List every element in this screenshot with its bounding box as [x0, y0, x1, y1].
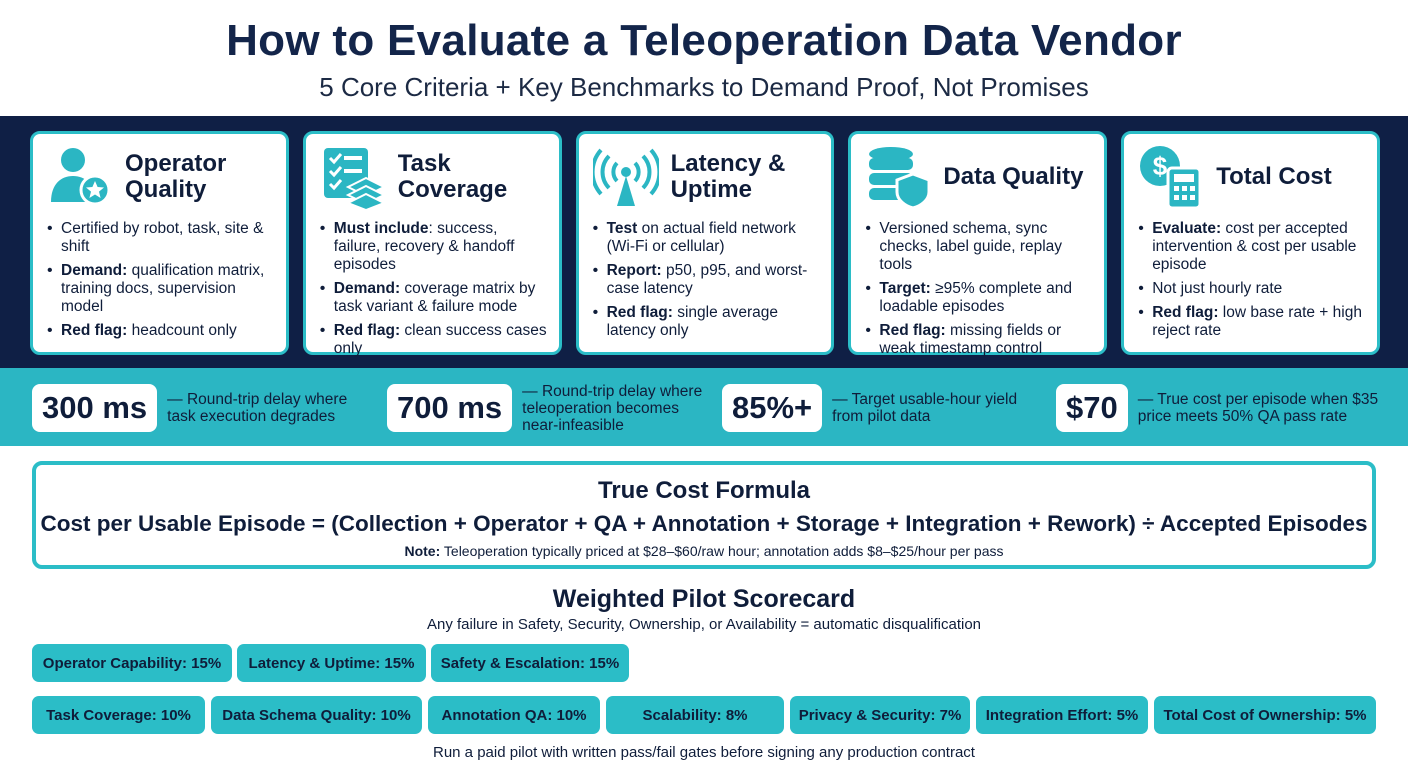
scorecard-pill: Latency & Uptime: 15% [237, 644, 426, 682]
scorecard-pill: Annotation QA: 10% [428, 696, 600, 734]
list-item: Certified by robot, task, site & shift [47, 220, 274, 256]
list-item: Red flag: headcount only [47, 322, 274, 340]
task-checklist-icon [320, 144, 386, 210]
list-item: Report: p50, p95, and worst-case latency [593, 262, 820, 298]
list-item: Red flag: missing fields or weak timesta… [865, 322, 1092, 358]
signal-tower-icon [592, 144, 659, 210]
operator-icon [47, 144, 113, 210]
formula-note: Note: Teleoperation typically priced at … [404, 543, 1004, 559]
scorecard-pill: Safety & Escalation: 15% [431, 644, 629, 682]
list-item: Red flag: clean success cases only [320, 322, 547, 358]
card-title: Latency & Uptime [670, 150, 786, 203]
list-item: Demand: qualification matrix, training d… [47, 262, 274, 316]
list-item: Demand: coverage matrix by task variant … [320, 280, 547, 316]
scorecard-subtitle: Any failure in Safety, Security, Ownersh… [426, 616, 982, 633]
list-item: Evaluate: cost per accepted intervention… [1138, 220, 1365, 274]
formula-title: True Cost Formula [597, 477, 811, 504]
card-title: Total Cost [1216, 163, 1332, 190]
benchmark-item: $70 — True cost per episode when $35 pri… [1056, 383, 1386, 433]
benchmark-desc: — Round-trip delay where task execution … [167, 391, 348, 425]
benchmark-item: 700 ms — Round-trip delay where teleoper… [387, 382, 717, 434]
benchmark-value: 300 ms [32, 384, 158, 432]
benchmark-value: $70 [1056, 384, 1128, 432]
benchmark-item: 300 ms — Round-trip delay where task exe… [32, 383, 372, 433]
benchmark-desc: — True cost per episode when $35 price m… [1137, 391, 1379, 425]
scorecard-title: Weighted Pilot Scorecard [552, 585, 856, 613]
formula-box: True Cost Formula Cost per Usable Episod… [32, 461, 1376, 569]
scorecard-pill: Total Cost of Ownership: 5% [1154, 696, 1376, 734]
scorecard-pill: Data Schema Quality: 10% [211, 696, 422, 734]
card-total-cost: $ Total Cost Evaluate: cost per accepted… [1121, 131, 1380, 355]
criteria-cards: Operator Quality Certified by robot, tas… [30, 131, 1380, 358]
scorecard-pill: Integration Effort: 5% [976, 696, 1148, 734]
benchmark-item: 85%+ — Target usable-hour yield from pil… [722, 383, 1042, 433]
benchmarks-band [0, 368, 1408, 446]
page-title: How to Evaluate a Teleoperation Data Ven… [226, 16, 1182, 65]
header: How to Evaluate a Teleoperation Data Ven… [0, 0, 1408, 116]
database-shield-icon [865, 144, 931, 210]
card-latency-uptime: Latency & Uptime Test on actual field ne… [575, 131, 835, 355]
list-item: Test on actual field network (Wi-Fi or c… [593, 220, 820, 256]
card-operator-quality: Operator Quality Certified by robot, tas… [30, 131, 289, 355]
list-item: Not just hourly rate [1138, 280, 1365, 298]
list-item: Red flag: single average latency only [593, 304, 820, 340]
page-subtitle: 5 Core Criteria + Key Benchmarks to Dema… [319, 72, 1089, 102]
svg-text:$: $ [1153, 151, 1168, 181]
benchmark-desc: — Target usable-hour yield from pilot da… [832, 391, 1018, 425]
formula-equation: Cost per Usable Episode = (Collection + … [40, 511, 1368, 536]
cost-calculator-icon: $ [1138, 144, 1204, 210]
list-item: Red flag: low base rate + high reject ra… [1138, 304, 1365, 340]
card-data-quality: Data Quality Versioned schema, sync chec… [848, 131, 1108, 358]
benchmark-value: 85%+ [722, 384, 823, 432]
scorecard-pill: Task Coverage: 10% [32, 696, 205, 734]
card-title: Operator Quality [125, 150, 227, 203]
scorecard-pill: Operator Capability: 15% [32, 644, 232, 682]
benchmark-desc: — Round-trip delay where teleoperation b… [522, 382, 703, 434]
footer-note: Run a paid pilot with written pass/fail … [433, 744, 975, 761]
scorecard-pill: Privacy & Security: 7% [790, 696, 970, 734]
card-title: Task Coverage [397, 150, 508, 203]
list-item: Versioned schema, sync checks, label gui… [865, 220, 1092, 274]
benchmark-value: 700 ms [387, 384, 513, 432]
card-task-coverage: Task Coverage Must include: success, fai… [302, 131, 562, 358]
list-item: Must include: success, failure, recovery… [320, 220, 547, 274]
scorecard-pill: Scalability: 8% [606, 696, 784, 734]
card-title: Data Quality [943, 163, 1084, 190]
list-item: Target: ≥95% complete and loadable episo… [865, 280, 1092, 316]
